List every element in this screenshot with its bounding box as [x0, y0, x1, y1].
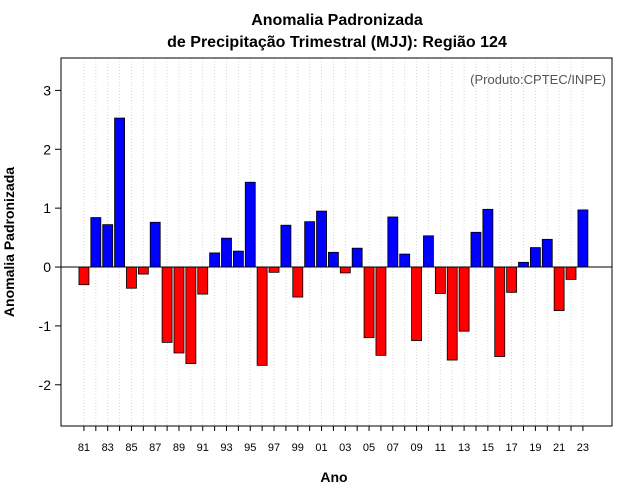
bar-04 — [351, 247, 363, 268]
chart-title: Anomalia Padronizada — [251, 12, 423, 29]
bar-11 — [434, 266, 446, 294]
y-axis: -2 -1 0 1 2 3 — [39, 82, 61, 393]
x-tick-label: 81 — [78, 442, 90, 454]
x-tick-label: 99 — [292, 442, 304, 454]
bar-02 — [328, 251, 339, 268]
x-tick-label: 13 — [458, 442, 470, 454]
bar-08 — [399, 253, 411, 268]
bar-16 — [494, 266, 506, 357]
y-tick-label: -2 — [39, 377, 52, 393]
x-tick-label: 09 — [410, 442, 422, 454]
bar-81 — [78, 266, 90, 286]
bar-05 — [363, 266, 375, 339]
x-tick-label: 11 — [435, 442, 446, 454]
y-tick-label: 2 — [43, 141, 51, 157]
bar-13 — [458, 266, 470, 332]
bar-03 — [339, 266, 351, 274]
bar-18 — [518, 261, 529, 268]
y-tick-label: 0 — [43, 259, 51, 275]
x-tick-label: 03 — [339, 442, 351, 454]
y-axis-label: Anomalia Padronizada — [1, 167, 17, 317]
x-tick-label: 83 — [102, 442, 114, 454]
bar-10 — [423, 235, 434, 268]
bar-97 — [268, 266, 280, 273]
bar-84 — [114, 117, 125, 268]
bar-96 — [256, 266, 268, 366]
bar-07 — [387, 216, 399, 268]
bar-22 — [565, 266, 577, 280]
bar-12 — [446, 266, 458, 361]
bar-21 — [553, 266, 565, 311]
bar-94 — [232, 250, 244, 268]
bar-00 — [304, 221, 316, 268]
bar-88 — [161, 266, 173, 343]
x-axis: 81 83 85 87 89 91 93 95 97 99 01 03 05 07 09 11 13 15 17 19… — [78, 426, 589, 454]
bar-92 — [209, 252, 221, 268]
bar-86 — [137, 266, 149, 275]
chart-subtitle: de Precipitação Trimestral (MJJ): Região… — [167, 34, 507, 51]
bar-17 — [506, 266, 518, 293]
bar-87 — [149, 221, 161, 268]
bar-90 — [185, 266, 197, 364]
x-tick-label: 93 — [220, 442, 232, 454]
x-tick-label: 07 — [387, 442, 399, 454]
bar-09 — [411, 266, 422, 342]
y-tick-label: 3 — [43, 82, 51, 98]
x-axis-label: Ano — [320, 469, 347, 485]
x-tick-label: 19 — [529, 442, 541, 454]
bar-85 — [126, 266, 137, 289]
bar-layer — [78, 117, 589, 366]
x-tick-label: 91 — [197, 442, 209, 454]
bar-20 — [541, 238, 553, 268]
x-tick-label: 05 — [363, 442, 375, 454]
x-tick-label: 21 — [553, 442, 565, 454]
bar-83 — [102, 224, 114, 268]
x-tick-label: 01 — [315, 442, 327, 454]
bar-01 — [316, 210, 327, 268]
bar-23 — [577, 209, 589, 268]
bar-06 — [375, 266, 387, 356]
bar-99 — [292, 266, 304, 298]
x-tick-label: 85 — [125, 442, 137, 454]
y-tick-label: -1 — [39, 318, 52, 334]
bar-93 — [221, 237, 232, 268]
bar-14 — [470, 231, 482, 268]
bar-19 — [529, 247, 541, 268]
bar-89 — [173, 266, 185, 354]
bar-98 — [280, 224, 292, 268]
x-tick-label: 15 — [482, 442, 494, 454]
x-tick-label: 97 — [268, 442, 280, 454]
bar-95 — [244, 181, 256, 268]
x-tick-label: 89 — [173, 442, 185, 454]
x-tick-label: 23 — [577, 442, 589, 454]
bar-15 — [482, 208, 494, 268]
plot-frame — [60, 57, 613, 427]
x-tick-label: 95 — [244, 442, 256, 454]
x-tick-label: 87 — [149, 442, 161, 454]
bar-82 — [90, 217, 102, 268]
credit-label: (Produto:CPTEC/INPE) — [470, 72, 606, 87]
bar-91 — [197, 266, 209, 295]
y-tick-label: 1 — [43, 200, 51, 216]
x-tick-label: 17 — [505, 442, 517, 454]
